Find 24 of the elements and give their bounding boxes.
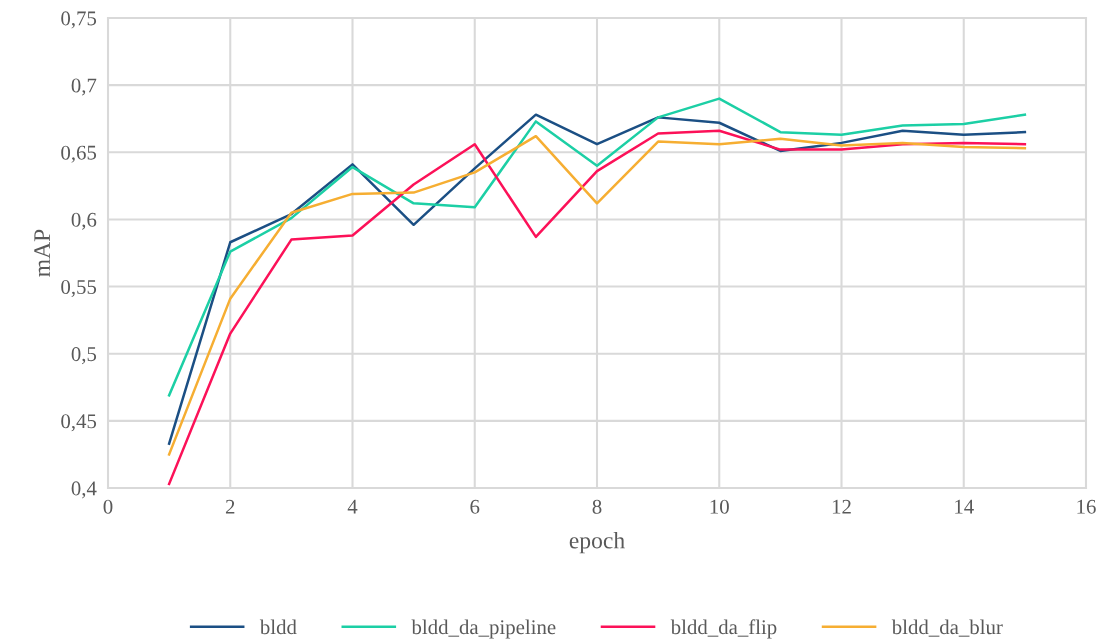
- y-tick-label: 0,7: [71, 78, 97, 96]
- y-tick-label: 0,55: [61, 279, 97, 297]
- x-tick-label: 8: [592, 499, 602, 514]
- x-tick-label: 6: [470, 499, 480, 514]
- y-tick-label: 0,65: [61, 145, 97, 163]
- y-tick-label: 0,4: [71, 481, 97, 499]
- x-axis-title: epoch: [569, 531, 625, 554]
- legend-label: bldd_da_flip: [670, 619, 777, 639]
- legend-label: bldd_da_pipeline: [411, 619, 556, 639]
- x-tick-label: 0: [103, 499, 113, 514]
- y-tick-label: 0,6: [71, 212, 97, 230]
- y-tick-label: 0,45: [61, 414, 97, 432]
- x-tick-label: 16: [1077, 499, 1096, 514]
- x-tick-label: 4: [347, 499, 358, 514]
- line-series: [167, 97, 1027, 397]
- x-tick-label: 10: [710, 499, 729, 514]
- x-tick-label: 2: [225, 499, 235, 514]
- legend-label: bldd_da_blur: [891, 619, 1003, 637]
- y-axis-title: mAP: [34, 229, 50, 277]
- x-tick-label: 12: [832, 499, 851, 514]
- x-tick-label: 14: [955, 499, 974, 514]
- y-tick-label: 0,5: [71, 347, 97, 365]
- legend-label: bldd: [259, 619, 297, 635]
- y-tick-label: 0,75: [61, 11, 97, 29]
